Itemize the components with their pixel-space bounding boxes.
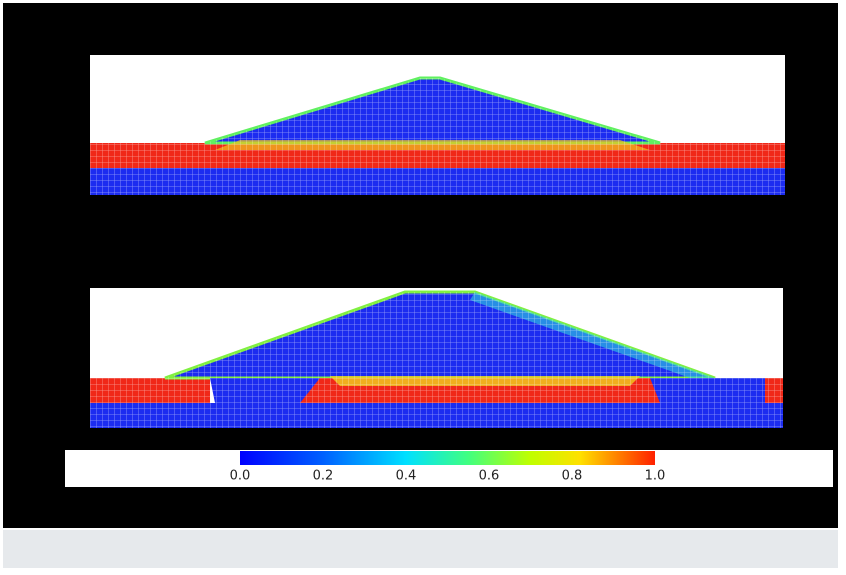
footer-strip [3, 530, 838, 568]
colorbar-ticks: 0.0 0.2 0.4 0.6 0.8 1.0 [230, 469, 666, 484]
colorbar-tick-label: 0.6 [479, 469, 500, 484]
colorbar [65, 450, 833, 487]
colorbar-tick-label: 0.8 [562, 469, 583, 484]
colorbar-tick-label: 0.4 [396, 469, 417, 484]
colorbar-tick-label: 0.2 [313, 469, 334, 484]
colorbar-tick-label: 1.0 [645, 469, 666, 484]
colorbar-tick-label: 0.0 [230, 469, 251, 484]
lower-panel [90, 288, 783, 428]
upper-panel [90, 55, 785, 195]
